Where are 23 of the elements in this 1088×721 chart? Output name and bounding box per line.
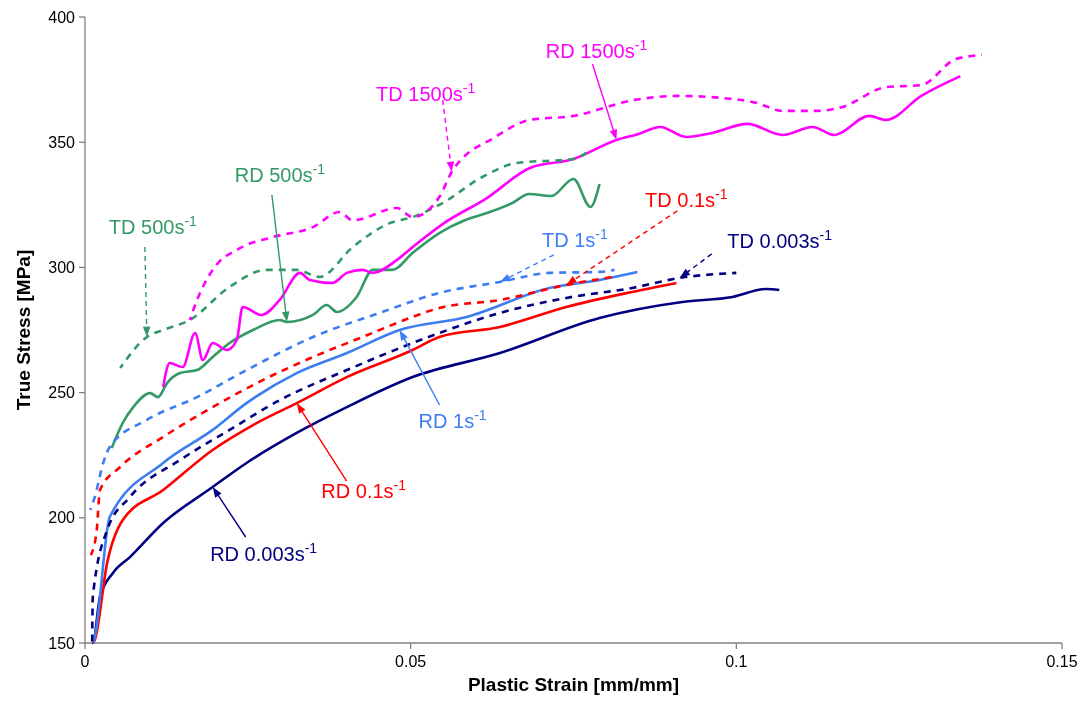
y-tick-label: 250 bbox=[48, 384, 76, 402]
y-tick-label: 200 bbox=[48, 509, 76, 527]
annotation: RD 0.003s$^{-1}$ bbox=[210, 540, 318, 565]
annotation: TD 0.1s$^{-1}$ bbox=[645, 185, 728, 211]
annotation: TD 500s$^{-1}$ bbox=[108, 213, 198, 239]
x-axis-title: Plastic Strain [mm/mm] bbox=[467, 674, 680, 695]
y-tick-label: 400 bbox=[48, 8, 76, 26]
annotation: RD 0.1s$^{-1}$ bbox=[321, 477, 407, 503]
annotation: TD 1500s$^{-1}$ bbox=[376, 80, 476, 105]
y-axis-title: True Stress [MPa] bbox=[13, 249, 34, 411]
annotation: RD 1s$^{-1}$ bbox=[418, 407, 487, 432]
y-tick-label: 150 bbox=[48, 634, 76, 652]
y-tick-label: 300 bbox=[48, 259, 76, 276]
annotation: TD 1s$^{-1}$ bbox=[542, 225, 609, 251]
line-series bbox=[88, 268, 616, 512]
x-tick-label: 0.1 bbox=[725, 653, 748, 670]
x-tick-label: 0.05 bbox=[395, 653, 427, 670]
x-tick-label: 0 bbox=[80, 653, 90, 670]
annotation: RD 1500s$^{-1}$ bbox=[545, 36, 648, 62]
annotation: RD 500s$^{-1}$ bbox=[234, 160, 326, 186]
annotation: TD 0.003s$^{-1}$ bbox=[727, 226, 833, 252]
x-tick-label: 0.15 bbox=[1046, 653, 1078, 670]
y-tick-label: 350 bbox=[48, 133, 76, 151]
